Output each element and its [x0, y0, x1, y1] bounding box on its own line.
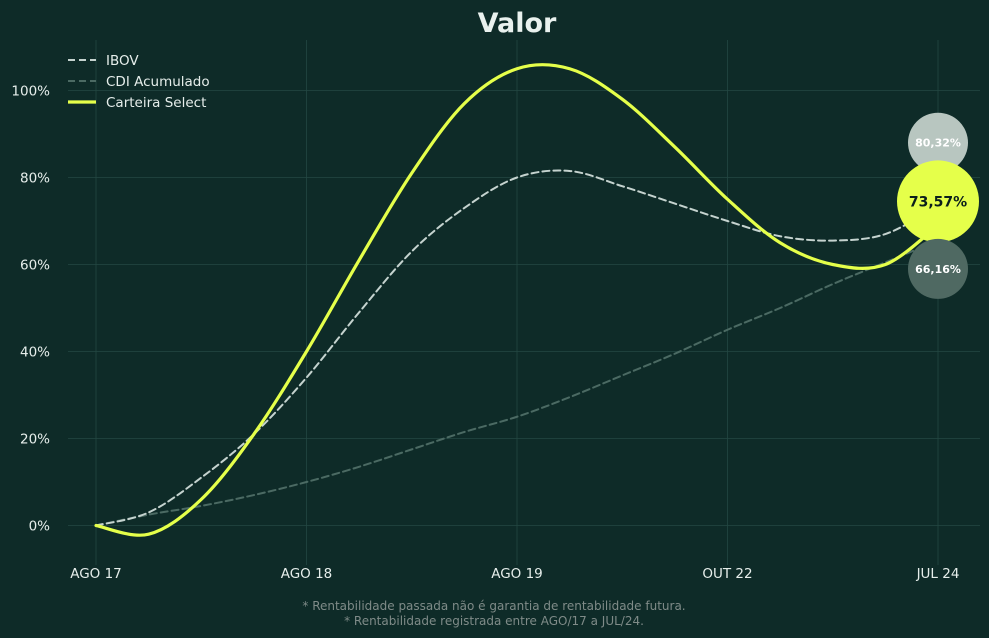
series-line-cdi-acumulado [95, 239, 939, 527]
axes: 0% 20% 40% 60% 80% 100% AGO 17 AGO 18 AGO 19 OUT … [11, 84, 959, 583]
end-bubble-circle [897, 160, 979, 243]
x-tick-label: OUT 22 [702, 566, 752, 582]
footnote-1: * Rentabilidade passada não é garantia d… [302, 599, 685, 613]
end-value-label: 73,57% [909, 194, 967, 210]
x-tick-label: AGO 19 [491, 566, 543, 582]
x-tick-label: AGO 18 [281, 566, 333, 582]
end-bubble-ibov: 80,32% [908, 112, 968, 173]
legend: IBOV CDI Acumulado Carteira Select [68, 53, 210, 111]
y-tick-label: 60% [20, 258, 50, 274]
footnote-2: * Rentabilidade registrada entre AGO/17 … [344, 614, 644, 628]
chart-title: Valor [478, 8, 557, 39]
legend-item-ibov: IBOV [68, 53, 139, 69]
x-tick-label: JUL 24 [916, 566, 960, 582]
end-bubble-carteira-select: 73,57% [897, 160, 979, 243]
y-tick-label: 0% [29, 519, 51, 535]
y-tick-label: 40% [20, 345, 50, 361]
series-line-carteira-select [94, 63, 940, 537]
end-bubble-cdi-acumulado: 66,16% [908, 238, 968, 299]
x-tick-label: AGO 17 [70, 566, 122, 582]
legend-label: IBOV [106, 53, 139, 69]
legend-item-carteira-select: Carteira Select [68, 95, 206, 111]
legend-item-cdi-acumulado: CDI Acumulado [68, 74, 210, 90]
end-value-bubbles: 80,32% 73,57% 66,16% [897, 112, 979, 299]
end-value-label: 66,16% [915, 263, 961, 276]
legend-label: CDI Acumulado [106, 74, 210, 90]
y-tick-label: 80% [20, 171, 50, 187]
series-lines [94, 63, 940, 537]
series-line-ibov [95, 169, 939, 527]
y-tick-label: 20% [20, 432, 50, 448]
end-value-label: 80,32% [915, 137, 961, 150]
y-tick-label: 100% [11, 84, 50, 100]
grid [68, 40, 980, 565]
end-bubble-circle [908, 112, 968, 173]
legend-label: Carteira Select [106, 95, 206, 111]
end-bubble-circle [908, 238, 968, 299]
